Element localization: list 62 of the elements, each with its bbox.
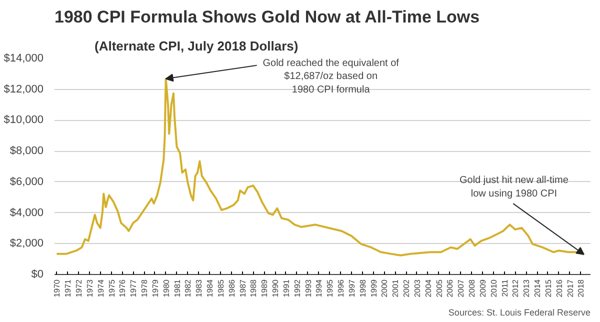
x-tick-label: 1999 <box>369 278 378 298</box>
x-tick-label: 1987 <box>238 278 248 298</box>
x-tick-label: 1994 <box>314 278 324 298</box>
x-tick-label: 2008 <box>468 278 477 298</box>
x-tick-label: 2004 <box>424 278 433 298</box>
y-tick-label: $0 <box>31 268 44 280</box>
x-tick-label: 1995 <box>326 278 335 298</box>
x-tick-label: 2017 <box>566 278 575 298</box>
y-tick-label: $8,000 <box>10 145 44 158</box>
x-tick-label: 1973 <box>85 278 94 298</box>
x-tick-label: 1978 <box>140 278 150 298</box>
x-tick-label: 1984 <box>206 278 215 298</box>
y-tick-label: $10,000 <box>4 114 44 126</box>
x-tick-label: 2007 <box>456 278 466 298</box>
x-tick-label: 1993 <box>304 278 313 298</box>
annotation: Gold just hit new all-time low using 1980 CPI <box>459 175 569 200</box>
x-tick-label: 1990 <box>271 278 280 298</box>
x-tick-label: 2009 <box>478 278 488 298</box>
x-tick-label: 2016 <box>554 278 564 298</box>
x-tick-label: 2002 <box>402 278 412 298</box>
x-tick-label: 2015 <box>544 278 553 298</box>
x-tick-label: 2005 <box>434 278 444 298</box>
y-tick-label: $12,000 <box>4 83 44 96</box>
x-tick-label: 1988 <box>249 278 258 298</box>
x-tick-label: 2001 <box>391 278 400 298</box>
x-tick-label: 1996 <box>336 278 346 298</box>
x-tick-label: 1983 <box>194 278 204 298</box>
x-tick-label: 1979 <box>150 278 160 298</box>
y-tick-label: $4,000 <box>10 206 44 219</box>
source-note: Sources: St. Louis Federal Reserve <box>448 308 591 318</box>
x-tick-label: 1985 <box>216 278 226 298</box>
chart-title: 1980 CPI Formula Shows Gold Now at All-Time Lows <box>54 8 480 26</box>
x-tick-label: 1986 <box>227 278 236 298</box>
y-tick-label: $14,000 <box>4 52 44 64</box>
x-tick-label: 2014 <box>533 278 542 298</box>
x-tick-label: 1976 <box>118 278 128 298</box>
x-tick-label: 2013 <box>522 278 532 298</box>
x-tick-label: 1997 <box>347 278 356 298</box>
x-tick-label: 1974 <box>96 278 106 298</box>
x-tick-label: 2012 <box>511 278 520 298</box>
x-tick-label: 1991 <box>282 278 291 298</box>
x-tick-label: 1971 <box>64 278 73 298</box>
x-tick-label: 1982 <box>184 278 193 298</box>
x-tick-label: 1980 <box>162 278 171 298</box>
x-tick-label: 1998 <box>358 278 368 298</box>
x-tick-label: 2018 <box>576 278 586 298</box>
x-tick-label: 1972 <box>74 278 84 298</box>
y-tick-label: $6,000 <box>10 176 44 188</box>
x-tick-label: 1989 <box>260 278 270 298</box>
x-tick-label: 1970 <box>52 278 62 298</box>
x-tick-label: 2011 <box>500 278 510 297</box>
x-tick-label: 2010 <box>489 278 498 298</box>
x-tick-label: 1975 <box>107 278 116 298</box>
x-tick-label: 1977 <box>129 278 138 298</box>
x-tick-label: 2000 <box>380 278 390 298</box>
x-tick-label: 2006 <box>446 278 455 298</box>
y-tick-label: $2,000 <box>10 238 44 250</box>
x-tick-label: 2003 <box>412 278 422 298</box>
x-tick-label: 1992 <box>292 278 302 298</box>
annotation: Gold reached the equivalent of $12,687/oz based on 1980 CPI formula <box>262 58 400 96</box>
chart-subtitle: (Alternate CPI, July 2018 Dollars) <box>94 38 298 54</box>
x-tick-label: 1981 <box>172 278 182 298</box>
